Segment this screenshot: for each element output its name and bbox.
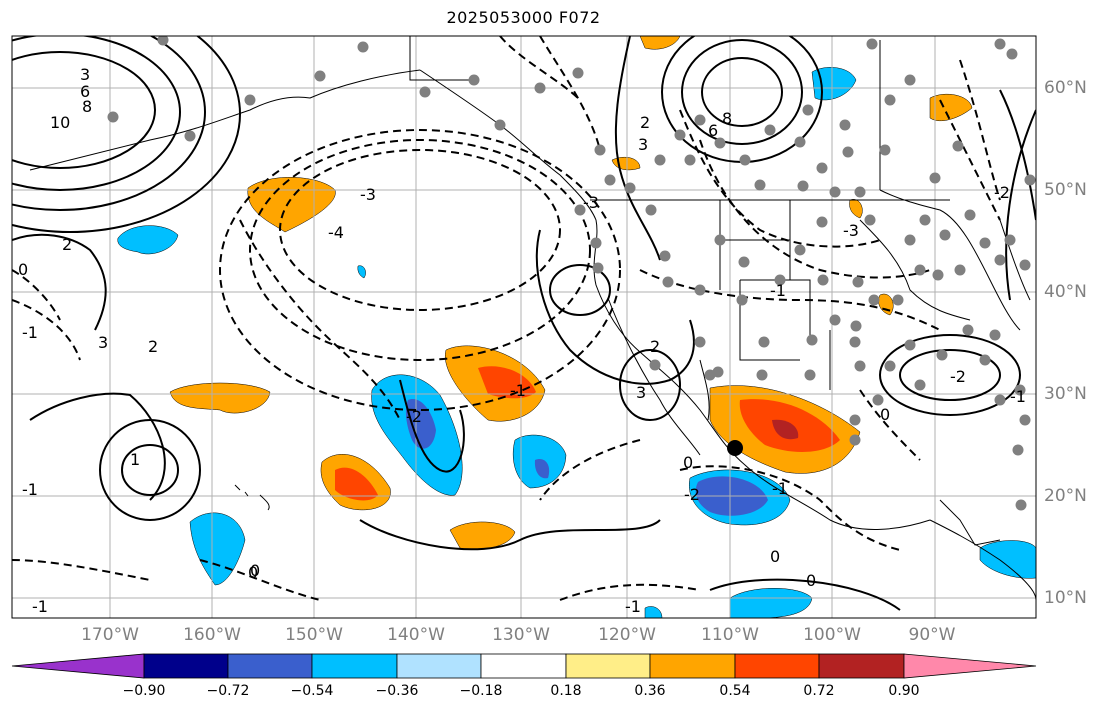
longitude-label: 110°W xyxy=(701,625,759,645)
latitude-label: 60°N xyxy=(1044,78,1087,98)
longitude-label: 90°W xyxy=(908,625,956,645)
contour-label: -2 xyxy=(684,485,700,504)
colorbar-tick-label: −0.18 xyxy=(459,683,503,699)
negative-anomaly-region xyxy=(189,512,246,586)
colorbar-tick-label: 0.18 xyxy=(550,683,582,699)
contour-label: -2 xyxy=(406,407,422,426)
contour-label: 3 xyxy=(636,383,646,402)
contour-label: 0 xyxy=(248,563,258,582)
contour-label: -2 xyxy=(994,183,1010,202)
longitude-label: 130°W xyxy=(492,625,550,645)
negative-anomaly-region xyxy=(979,540,1036,579)
contour-label: 0 xyxy=(880,405,890,424)
colorbar-tick-label: −0.36 xyxy=(375,683,419,699)
station-dots xyxy=(107,36,1036,511)
contour-label: -1 xyxy=(32,597,48,616)
contours-negative xyxy=(12,36,1001,601)
contour-label: 2 xyxy=(148,337,158,356)
contour-label: 2 xyxy=(62,235,72,254)
colorbar-tick-label: −0.72 xyxy=(206,683,250,699)
contour-label: -1 xyxy=(510,381,526,400)
contour-label: 2 xyxy=(650,337,660,356)
contour-label: 0 xyxy=(806,571,816,590)
contour-label: -3 xyxy=(843,221,859,240)
contour-label: -1 xyxy=(22,480,38,499)
positive-anomaly-region xyxy=(849,199,863,219)
negative-anomaly-region xyxy=(405,399,436,449)
colorbar-segment xyxy=(480,653,567,679)
location-marker xyxy=(727,440,743,456)
latitude-label: 20°N xyxy=(1044,486,1087,506)
contour-label: -1 xyxy=(770,281,786,300)
graticule xyxy=(12,36,1036,618)
contour-label: 0 xyxy=(18,260,28,279)
colorbar-segment xyxy=(903,653,1037,679)
negative-anomaly-region xyxy=(811,67,857,101)
positive-anomaly-region xyxy=(335,467,378,501)
contour-label: 3 xyxy=(80,65,90,84)
contour-label: 6 xyxy=(80,82,90,101)
contour-labels: 10 8 6 3 2 -3 -4 -3 3 2 1 -1 0 -1 0 -2 -… xyxy=(18,65,1026,616)
negative-anomaly-region xyxy=(117,225,179,255)
contour-label: -3 xyxy=(583,193,599,212)
contour-label: 3 xyxy=(98,333,108,352)
contour-label: 10 xyxy=(50,113,70,132)
positive-anomaly-region xyxy=(247,177,336,233)
colorbar-tick-label: 0.72 xyxy=(803,683,835,699)
map-background xyxy=(12,36,1036,618)
contour-label: -2 xyxy=(950,367,966,386)
contour-label: -1 xyxy=(22,323,38,342)
plot-title: 2025053000 F072 xyxy=(446,8,601,27)
contour-label: 1 xyxy=(130,450,140,469)
contour-label: 0 xyxy=(250,561,260,580)
colorbar-segment xyxy=(227,653,313,679)
colorbar-segment xyxy=(143,653,229,679)
longitude-label: 170°W xyxy=(81,625,139,645)
contour-label: 3 xyxy=(638,135,648,154)
colorbar-segment xyxy=(649,653,736,679)
contours-positive xyxy=(12,36,1036,611)
longitude-label: 160°W xyxy=(183,625,241,645)
colorbar-tick-label: −0.90 xyxy=(122,683,166,699)
coastlines xyxy=(29,36,1036,601)
colorbar-tick-label: 0.90 xyxy=(888,683,920,699)
colorbar-segment xyxy=(565,653,651,679)
longitude-label: 150°W xyxy=(285,625,343,645)
contour-label: -3 xyxy=(360,185,376,204)
contour-label: -1 xyxy=(1010,387,1026,406)
longitude-label: 120°W xyxy=(598,625,656,645)
contour-label: -1 xyxy=(772,479,788,498)
negative-anomaly-region xyxy=(644,606,663,618)
colorbar-segment xyxy=(734,653,820,679)
contour-label: 8 xyxy=(722,109,732,128)
latitude-label: 10°N xyxy=(1044,588,1087,608)
contour-label: -4 xyxy=(328,223,344,242)
latitude-label: 40°N xyxy=(1044,282,1087,302)
latitude-label: 50°N xyxy=(1044,180,1087,200)
contour-label: 0 xyxy=(770,547,780,566)
positive-anomaly-region xyxy=(169,382,271,414)
latitude-label: 30°N xyxy=(1044,384,1087,404)
contour-label: -1 xyxy=(625,597,641,616)
map-frame xyxy=(11,35,1037,619)
colorbar-segment xyxy=(818,653,905,679)
longitude-label: 100°W xyxy=(803,625,861,645)
contour-label: 6 xyxy=(708,121,718,140)
colorbar-tick-label: 0.36 xyxy=(634,683,666,699)
colorbar-tick-label: 0.54 xyxy=(719,683,751,699)
positive-anomaly-region xyxy=(772,419,799,440)
colorbar-segment xyxy=(11,653,145,679)
colorbar-segment xyxy=(311,653,398,679)
negative-anomaly-region xyxy=(357,265,366,279)
contour-label: 2 xyxy=(640,113,650,132)
contour-label: 0 xyxy=(683,453,693,472)
negative-anomaly-region xyxy=(534,459,550,479)
longitude-label: 140°W xyxy=(387,625,445,645)
colorbar-tick-label: −0.54 xyxy=(290,683,334,699)
colorbar xyxy=(11,653,1037,679)
colorbar-segment xyxy=(396,653,482,679)
contour-label: 8 xyxy=(82,97,92,116)
